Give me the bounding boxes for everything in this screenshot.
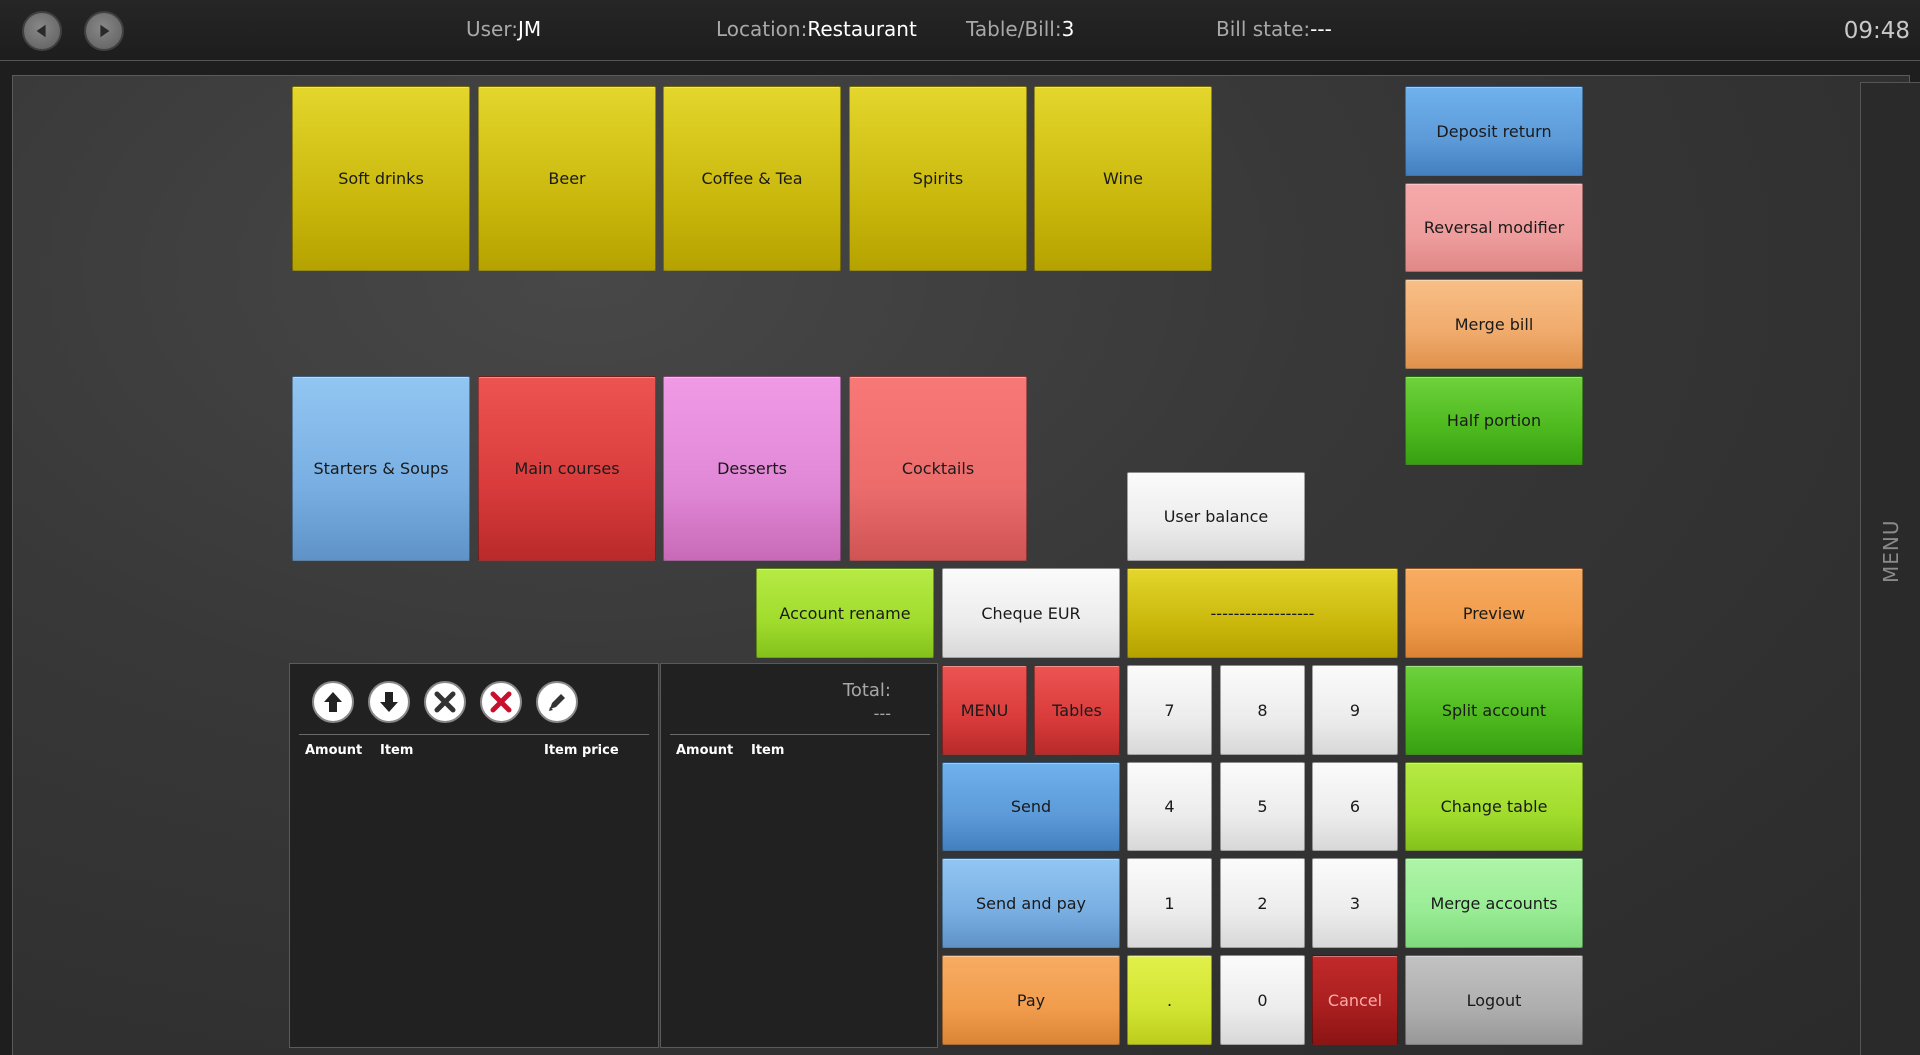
bill-state-label: Bill state:	[1216, 17, 1311, 41]
logout-button[interactable]: Logout	[1405, 955, 1583, 1045]
category-main-courses[interactable]: Main courses	[478, 376, 656, 561]
location-label: Location:	[716, 17, 808, 41]
keypad-2[interactable]: 2	[1220, 858, 1305, 948]
category-starters-soups[interactable]: Starters & Soups	[292, 376, 470, 561]
order-panel: Amount Item Item price	[289, 663, 659, 1048]
category-coffee-tea[interactable]: Coffee & Tea	[663, 86, 841, 271]
keypad-4[interactable]: 4	[1127, 762, 1212, 851]
sent-divider	[670, 734, 930, 735]
sent-column-header-amount: Amount	[676, 743, 734, 758]
preview-button[interactable]: Preview	[1405, 568, 1583, 658]
remove-item-icon[interactable]	[424, 681, 466, 723]
keypad-0[interactable]: 0	[1220, 955, 1305, 1045]
pay-button[interactable]: Pay	[942, 955, 1120, 1045]
deposit-return-button[interactable]: Deposit return	[1405, 86, 1583, 176]
user-value: JM	[517, 17, 542, 41]
user-label: User:	[466, 17, 518, 41]
move-up-icon[interactable]	[312, 681, 354, 723]
column-header-item: Item	[380, 743, 414, 758]
send-button[interactable]: Send	[942, 762, 1120, 851]
location-indicator: Location:Restaurant	[716, 17, 917, 41]
menu-button[interactable]: MENU	[942, 665, 1027, 755]
bill-state-value: ---	[1310, 17, 1332, 41]
category-spirits[interactable]: Spirits	[849, 86, 1027, 271]
account-rename-button[interactable]: Account rename	[756, 568, 934, 658]
user-balance-button[interactable]: User balance	[1127, 472, 1305, 561]
total-value: ---	[873, 704, 891, 723]
sent-column-header-item: Item	[751, 743, 785, 758]
table-value: 3	[1061, 17, 1075, 41]
total-label: Total:	[842, 680, 891, 701]
category-wine[interactable]: Wine	[1034, 86, 1212, 271]
tables-button[interactable]: Tables	[1034, 665, 1120, 755]
category-desserts[interactable]: Desserts	[663, 376, 841, 561]
keypad-8[interactable]: 8	[1220, 665, 1305, 755]
side-menu-toggle[interactable]: MENU	[1860, 82, 1920, 1055]
keypad-3[interactable]: 3	[1312, 858, 1398, 948]
display-field: ------------------	[1127, 568, 1398, 658]
table-bill-indicator: Table/Bill:3	[966, 17, 1074, 41]
table-label: Table/Bill:	[966, 17, 1062, 41]
keypad-9[interactable]: 9	[1312, 665, 1398, 755]
location-value: Restaurant	[807, 17, 917, 41]
forward-arrow-icon[interactable]	[84, 11, 124, 51]
sent-panel: Total: --- Amount Item	[660, 663, 938, 1048]
clock: 09:48	[1843, 18, 1910, 44]
merge-accounts-button[interactable]: Merge accounts	[1405, 858, 1583, 948]
edit-icon[interactable]	[536, 681, 578, 723]
top-bar: User:JM Location:Restaurant Table/Bill:3…	[0, 0, 1920, 61]
user-indicator: User:JM	[466, 17, 541, 41]
side-menu-label: MENU	[1879, 519, 1903, 584]
back-arrow-icon[interactable]	[22, 11, 62, 51]
keypad-dot[interactable]: .	[1127, 955, 1212, 1045]
bill-state-indicator: Bill state:---	[1216, 17, 1332, 41]
move-down-icon[interactable]	[368, 681, 410, 723]
column-header-amount: Amount	[305, 743, 363, 758]
half-portion-button[interactable]: Half portion	[1405, 376, 1583, 465]
merge-bill-button[interactable]: Merge bill	[1405, 279, 1583, 369]
cancel-button[interactable]: Cancel	[1312, 955, 1398, 1045]
keypad-7[interactable]: 7	[1127, 665, 1212, 755]
reversal-modifier-button[interactable]: Reversal modifier	[1405, 183, 1583, 272]
column-header-item-price: Item price	[544, 743, 619, 758]
keypad-1[interactable]: 1	[1127, 858, 1212, 948]
category-soft-drinks[interactable]: Soft drinks	[292, 86, 470, 271]
delete-all-icon[interactable]	[480, 681, 522, 723]
send-and-pay-button[interactable]: Send and pay	[942, 858, 1120, 948]
keypad-6[interactable]: 6	[1312, 762, 1398, 851]
keypad-5[interactable]: 5	[1220, 762, 1305, 851]
cheque-eur-button[interactable]: Cheque EUR	[942, 568, 1120, 658]
category-beer[interactable]: Beer	[478, 86, 656, 271]
split-account-button[interactable]: Split account	[1405, 665, 1583, 755]
change-table-button[interactable]: Change table	[1405, 762, 1583, 851]
order-divider	[299, 734, 649, 735]
category-cocktails[interactable]: Cocktails	[849, 376, 1027, 561]
